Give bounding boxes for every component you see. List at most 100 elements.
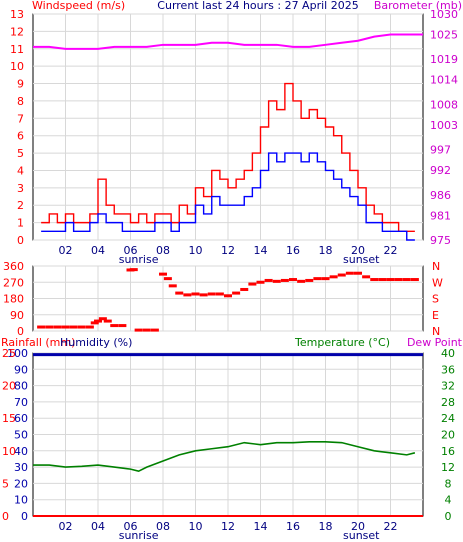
wind-tick-label: 7 — [17, 112, 24, 125]
barometer-tick-label: 992 — [430, 164, 451, 177]
rainfall-tick-label: 5 — [2, 477, 9, 490]
x-tick-label: 02 — [59, 520, 73, 533]
wind-direction-point — [370, 278, 379, 282]
barometer-tick-label: 981 — [430, 209, 451, 222]
humidity-tick-label: 70 — [14, 396, 28, 409]
rainfall-tick-label: 20 — [2, 380, 16, 393]
barometer-tick-label: 986 — [430, 189, 451, 202]
wind-tick-label: 11 — [10, 43, 24, 56]
direction-tick-label: 90 — [10, 309, 24, 322]
wind-direction-point — [378, 278, 387, 282]
temperature-tick-label: 28 — [441, 396, 455, 409]
wind-direction-point — [98, 317, 107, 321]
x-tick-label: 10 — [189, 244, 203, 257]
wind-direction-point — [224, 294, 232, 298]
temperature-tick-label: 32 — [441, 380, 455, 393]
wind-direction-point — [142, 328, 151, 332]
wind-direction-point — [305, 278, 314, 282]
sunrise-label: sunrise — [119, 253, 159, 266]
chart-date-title: Current last 24 hours : 27 April 2025 — [157, 0, 358, 12]
wind-direction-point — [232, 291, 241, 295]
wind-direction-point — [150, 328, 159, 332]
x-tick-label: 02 — [59, 244, 73, 257]
humidity-tick-label: 0 — [21, 510, 28, 523]
wind-direction-point — [402, 278, 411, 282]
x-tick-label: 04 — [91, 520, 105, 533]
rainfall-tick-label: 25 — [2, 347, 16, 360]
temperature-tick-label: 24 — [441, 412, 455, 425]
compass-label: W — [432, 276, 443, 289]
wind-direction-point — [321, 277, 330, 281]
dewpoint-title: Dew Point — [407, 336, 463, 349]
wind-direction-point — [175, 291, 184, 295]
compass-label: N — [432, 325, 440, 338]
barometer-tick-label: 997 — [430, 144, 451, 157]
windspeed-title: Windspeed (m/s) — [32, 0, 125, 12]
direction-tick-label: 0 — [17, 325, 24, 338]
humidity-tick-label: 20 — [14, 477, 28, 490]
wind-direction-point — [134, 328, 143, 332]
wind-direction-point — [110, 324, 119, 328]
wind-direction-point — [69, 325, 78, 329]
wind-direction-point — [329, 275, 338, 279]
wind-direction-point — [345, 271, 354, 275]
wind-tick-label: 4 — [17, 164, 24, 177]
wind-direction-point — [129, 268, 138, 272]
sunset-label: sunset — [343, 529, 380, 542]
compass-label: N — [432, 260, 440, 273]
x-tick-label: 14 — [254, 520, 268, 533]
wind-tick-label: 5 — [17, 147, 24, 160]
barometer-series-line — [33, 33, 423, 50]
wind-direction-point — [313, 277, 322, 281]
x-tick-label: 18 — [319, 520, 333, 533]
humidity-title: Humidity (%) — [60, 336, 132, 349]
direction-tick-label: 360 — [3, 260, 24, 273]
humidity-tick-label: 30 — [14, 461, 28, 474]
direction-tick-label: 270 — [3, 276, 24, 289]
wind-direction-point — [248, 282, 257, 286]
barometer-tick-label: 1030 — [430, 8, 458, 21]
wind-tick-label: 0 — [17, 234, 24, 247]
wind-direction-point — [53, 325, 62, 329]
wind-direction-point — [215, 292, 224, 296]
humidity-tick-label: 80 — [14, 380, 28, 393]
wind-tick-label: 10 — [10, 60, 24, 73]
wind-tick-label: 6 — [17, 130, 24, 143]
wind-direction-point — [280, 278, 289, 282]
x-tick-label: 08 — [156, 244, 170, 257]
wind-direction-point — [163, 277, 172, 281]
wind-tick-label: 9 — [17, 78, 24, 91]
wind-direction-point — [77, 325, 86, 329]
x-tick-label: 16 — [286, 244, 300, 257]
barometer-tick-label: 1003 — [430, 119, 458, 132]
temperature-tick-label: 0 — [445, 510, 452, 523]
temperature-tick-label: 20 — [441, 429, 455, 442]
wind-direction-point — [354, 271, 362, 275]
temperature-series-line — [33, 441, 416, 473]
x-tick-label: 12 — [221, 520, 235, 533]
wind-tick-label: 2 — [17, 199, 24, 212]
rainfall-tick-label: 15 — [2, 412, 16, 425]
direction-tick-label: 180 — [3, 293, 24, 306]
x-tick-label: 06 — [124, 244, 138, 257]
sunrise-label: sunrise — [119, 529, 159, 542]
wind-direction-point — [362, 275, 371, 279]
wind-direction-point — [289, 278, 297, 282]
wind-direction-point — [159, 272, 167, 276]
wind-direction-point — [272, 279, 281, 283]
temperature-tick-label: 4 — [445, 494, 452, 507]
compass-label: S — [432, 293, 439, 306]
wind-direction-point — [94, 319, 102, 323]
rainfall-tick-label: 0 — [2, 510, 9, 523]
wind-direction-point — [37, 325, 46, 329]
compass-label: E — [432, 309, 439, 322]
x-tick-label: 14 — [254, 244, 268, 257]
x-tick-label: 04 — [91, 244, 105, 257]
temperature-tick-label: 36 — [441, 363, 455, 376]
humidity-tick-label: 90 — [14, 363, 28, 376]
x-tick-label: 18 — [319, 244, 333, 257]
sunset-label: sunset — [343, 253, 380, 266]
humidity-tick-label: 50 — [14, 429, 28, 442]
wind-direction-point — [118, 324, 127, 328]
